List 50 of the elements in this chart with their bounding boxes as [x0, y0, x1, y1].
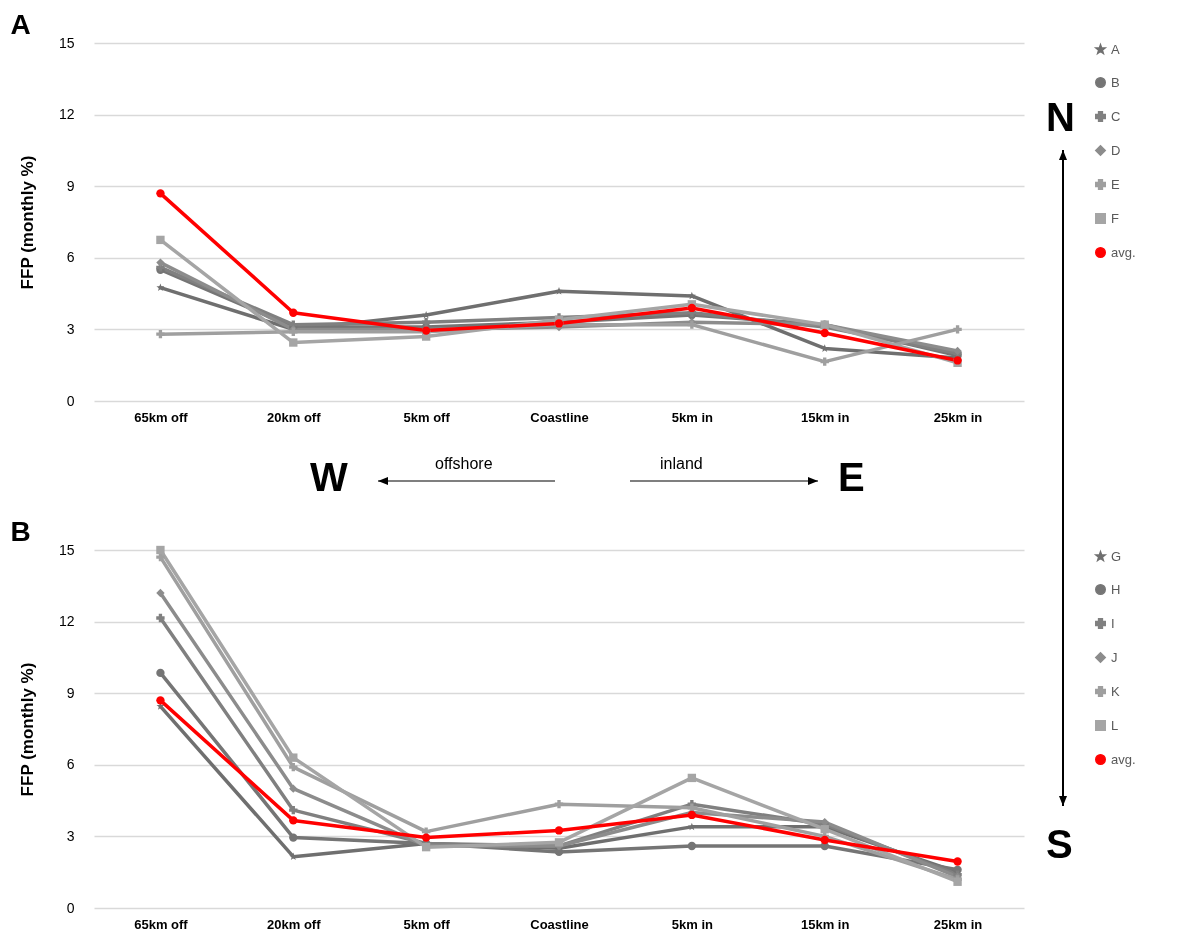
legend-label: J	[1111, 649, 1118, 665]
y-tick-label: 15	[58, 541, 75, 558]
legend-label: D	[1111, 142, 1121, 158]
y-axis-title: FFP (monthly %)	[17, 155, 37, 290]
x-tick-label: 15km in	[801, 916, 850, 932]
text: E	[838, 455, 865, 500]
legend-label: K	[1111, 683, 1120, 699]
chart-title: A	[10, 9, 31, 40]
y-tick-label: 6	[66, 756, 75, 773]
legend-label: A	[1111, 41, 1120, 57]
x-tick-label: Coastline	[530, 409, 589, 425]
x-tick-label: 20km off	[267, 409, 322, 425]
legend-label: G	[1111, 548, 1122, 564]
y-tick-label: 9	[66, 684, 75, 701]
y-axis-title: FFP (monthly %)	[17, 662, 37, 797]
x-tick-label: 5km off	[403, 409, 451, 425]
x-tick-label: 20km off	[267, 916, 322, 932]
x-tick-label: 5km in	[671, 916, 714, 932]
y-tick-label: 3	[66, 320, 75, 337]
legend-label: B	[1111, 74, 1120, 90]
text: offshore	[435, 455, 493, 473]
legend-label: I	[1111, 615, 1115, 631]
text: N	[1046, 95, 1075, 140]
legend-label: avg.	[1111, 751, 1136, 767]
legend-label: E	[1111, 176, 1120, 192]
y-tick-label: 12	[58, 613, 75, 630]
x-tick-label: 15km in	[801, 409, 850, 425]
chart-title: B	[10, 516, 31, 547]
y-tick-label: 15	[58, 34, 75, 51]
x-tick-label: 5km off	[403, 916, 451, 932]
x-tick-label: Coastline	[530, 916, 589, 932]
x-tick-label: 5km in	[671, 409, 714, 425]
y-tick-label: 6	[66, 249, 75, 266]
text: S	[1046, 822, 1073, 867]
x-tick-label: 25km in	[933, 916, 983, 932]
x-tick-label: 65km off	[134, 916, 189, 932]
y-tick-label: 12	[58, 106, 75, 123]
text: W	[310, 455, 348, 500]
legend-label: H	[1111, 581, 1121, 597]
y-tick-label: 9	[66, 177, 75, 194]
legend-label: L	[1111, 717, 1119, 733]
x-tick-label: 65km off	[134, 409, 189, 425]
y-tick-label: 3	[66, 827, 75, 844]
legend-label: F	[1111, 210, 1119, 226]
y-tick-label: 0	[66, 392, 75, 409]
legend-label: avg.	[1111, 244, 1136, 260]
legend-label: C	[1111, 108, 1121, 124]
text: inland	[660, 455, 703, 473]
y-tick-label: 0	[66, 899, 75, 916]
x-tick-label: 25km in	[933, 409, 983, 425]
